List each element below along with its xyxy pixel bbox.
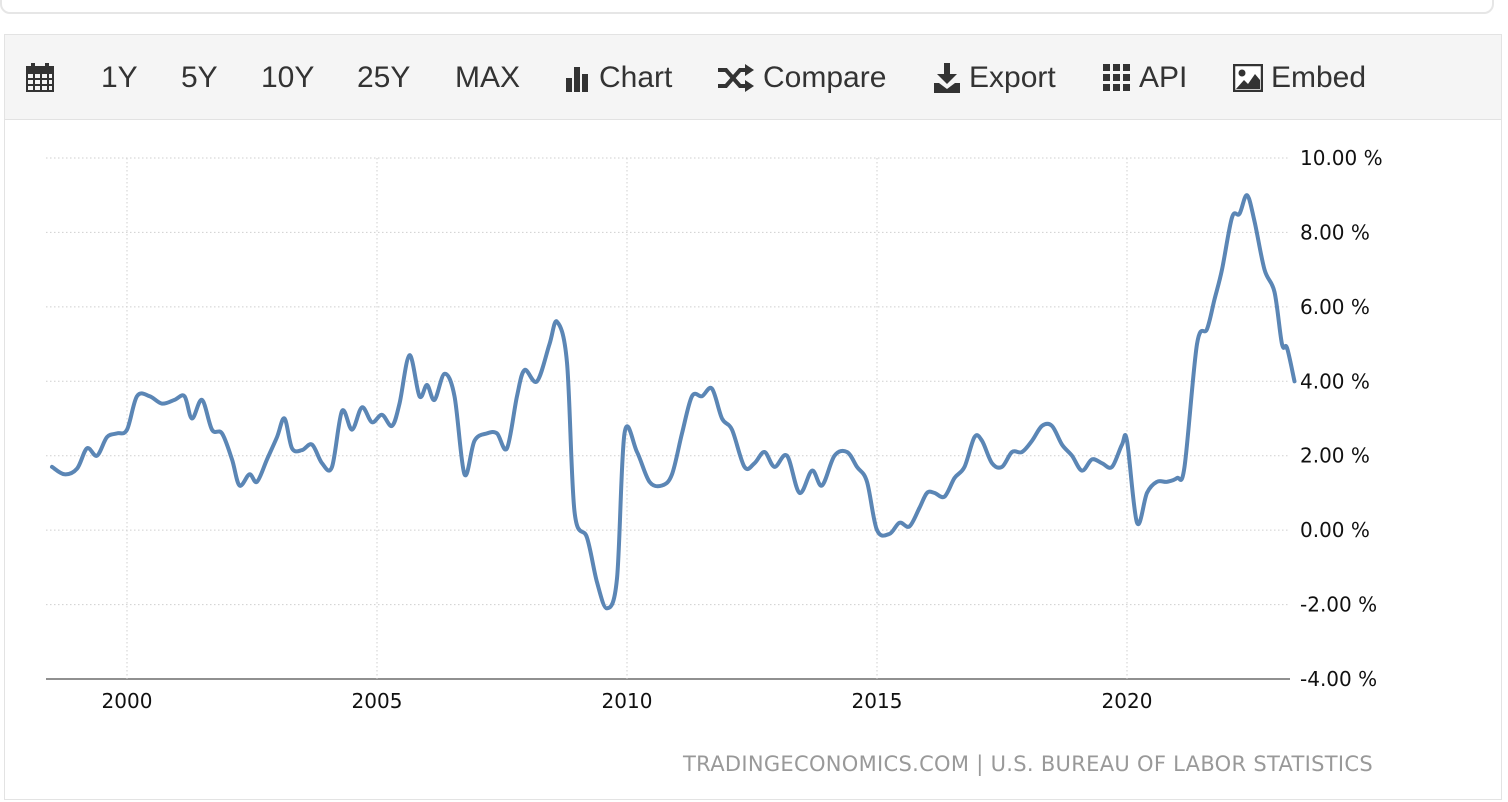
api-button[interactable]: API <box>1103 56 1187 100</box>
top-bar-frame <box>0 0 1494 14</box>
download-icon <box>933 63 961 93</box>
chart-panel: 1Y 5Y 10Y 25Y MAX Chart <box>4 34 1502 800</box>
y-tick-label: 10.00 % <box>1300 146 1383 170</box>
x-tick-label: 2005 <box>352 689 403 713</box>
x-tick-label: 2000 <box>102 689 153 713</box>
source-caption: TRADINGECONOMICS.COM | U.S. BUREAU OF LA… <box>682 752 1373 777</box>
calendar-button[interactable] <box>25 56 55 100</box>
shuffle-icon <box>717 64 755 92</box>
embed-button[interactable]: Embed <box>1233 56 1366 100</box>
range-10y-button[interactable]: 10Y <box>261 61 315 94</box>
range-5y-button[interactable]: 5Y <box>181 61 218 94</box>
y-tick-label: 2.00 % <box>1300 444 1370 468</box>
x-tick-label: 2015 <box>852 689 903 713</box>
series-line <box>50 193 1297 611</box>
y-tick-label: -2.00 % <box>1300 593 1377 617</box>
y-tick-label: 8.00 % <box>1300 220 1370 244</box>
x-tick-label: 2020 <box>1102 689 1153 713</box>
y-tick-label: -4.00 % <box>1300 667 1377 691</box>
y-tick-label: 6.00 % <box>1300 295 1370 319</box>
export-button[interactable]: Export <box>933 56 1056 100</box>
grid-icon <box>1103 64 1131 92</box>
range-25y-button[interactable]: 25Y <box>357 61 411 94</box>
y-tick-label: 0.00 % <box>1300 518 1370 542</box>
range-max-button[interactable]: MAX <box>455 61 521 94</box>
compare-button[interactable]: Compare <box>717 56 886 100</box>
image-icon <box>1233 64 1263 92</box>
chart-toolbar: 1Y 5Y 10Y 25Y MAX Chart <box>5 35 1501 120</box>
y-tick-label: 4.00 % <box>1300 369 1370 393</box>
range-1y-button[interactable]: 1Y <box>101 61 138 94</box>
bar-chart-icon <box>565 64 591 92</box>
x-tick-label: 2010 <box>602 689 653 713</box>
calendar-icon <box>25 63 55 93</box>
chart-type-button[interactable]: Chart <box>565 56 672 100</box>
